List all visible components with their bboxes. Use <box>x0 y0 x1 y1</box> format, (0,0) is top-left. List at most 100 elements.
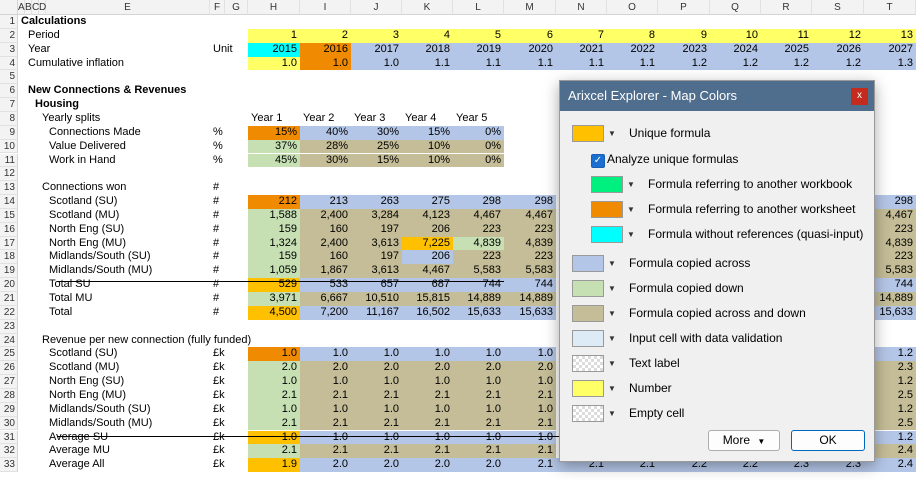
chevron-down-icon[interactable]: ▼ <box>627 180 635 189</box>
cell-J21[interactable]: 10,510 <box>351 292 402 306</box>
cell-M17[interactable]: 4,839 <box>504 236 556 251</box>
row-header-23[interactable]: 23 <box>0 319 18 334</box>
cell-O4[interactable]: 1.1 <box>607 56 658 71</box>
cell-F33[interactable]: £k <box>213 458 225 471</box>
cell-K25[interactable]: 1.0 <box>402 347 453 362</box>
column-header-M[interactable]: M <box>504 0 556 15</box>
column-header-R[interactable]: R <box>761 0 812 15</box>
row-header-9[interactable]: 9 <box>0 125 18 140</box>
column-header-Q[interactable]: Q <box>710 0 761 15</box>
cell-T32[interactable]: 2.4 <box>864 444 916 459</box>
cell-J15[interactable]: 3,284 <box>351 208 402 223</box>
cell-K21[interactable]: 15,815 <box>402 292 453 306</box>
cell-F16[interactable]: # <box>213 222 220 235</box>
cell-I9[interactable]: 40% <box>300 125 351 140</box>
column-header-O[interactable]: O <box>607 0 658 15</box>
cell-K17[interactable]: 7,225 <box>402 236 453 251</box>
cell-K2[interactable]: 4 <box>402 28 453 43</box>
column-header-C[interactable]: C <box>32 0 40 15</box>
cell-J4[interactable]: 1.0 <box>351 56 402 71</box>
cell-E30[interactable]: Midlands/South (MU) <box>49 416 153 429</box>
cell-K15[interactable]: 4,123 <box>402 208 453 223</box>
cell-D24[interactable]: Revenue per new connection (fully funded… <box>42 333 252 346</box>
column-header-L[interactable]: L <box>453 0 504 15</box>
cell-K4[interactable]: 1.1 <box>402 56 453 71</box>
workbook-formula-swatch[interactable] <box>591 176 623 193</box>
row-header-17[interactable]: 17 <box>0 236 18 251</box>
cell-T4[interactable]: 1.3 <box>864 56 916 71</box>
close-button[interactable]: x <box>851 88 868 105</box>
row-header-10[interactable]: 10 <box>0 139 18 154</box>
cell-L26[interactable]: 2.0 <box>453 361 504 376</box>
cell-L11[interactable]: 0% <box>453 153 504 168</box>
cell-T16[interactable]: 223 <box>864 222 916 237</box>
text-label-swatch[interactable] <box>572 355 604 372</box>
select-all-corner[interactable] <box>0 0 18 15</box>
cell-H18[interactable]: 159 <box>248 250 300 265</box>
cell-I33[interactable]: 2.0 <box>300 458 351 473</box>
cell-L30[interactable]: 2.1 <box>453 416 504 431</box>
cell-K16[interactable]: 206 <box>402 222 453 237</box>
analyze-label[interactable]: Analyze unique formulas <box>607 152 739 166</box>
cell-H19[interactable]: 1,059 <box>248 264 300 279</box>
cell-L33[interactable]: 2.0 <box>453 458 504 473</box>
cell-I8[interactable]: Year 2 <box>303 111 335 124</box>
cell-M28[interactable]: 2.1 <box>504 388 556 403</box>
cell-F15[interactable]: # <box>213 208 220 221</box>
cell-J18[interactable]: 197 <box>351 250 402 265</box>
more-button[interactable]: More ▼ <box>708 430 780 451</box>
row-header-16[interactable]: 16 <box>0 222 18 237</box>
cell-J27[interactable]: 1.0 <box>351 375 402 389</box>
cell-F10[interactable]: % <box>213 139 223 152</box>
row-header-28[interactable]: 28 <box>0 388 18 403</box>
row-header-32[interactable]: 32 <box>0 444 18 459</box>
cell-L22[interactable]: 15,633 <box>453 305 504 320</box>
cell-I14[interactable]: 213 <box>300 195 351 209</box>
cell-L15[interactable]: 4,467 <box>453 208 504 223</box>
cell-L10[interactable]: 0% <box>453 139 504 154</box>
number-swatch[interactable] <box>572 380 604 397</box>
cell-F3[interactable]: Unit <box>213 42 233 55</box>
chevron-down-icon[interactable]: ▼ <box>627 230 635 239</box>
cell-F9[interactable]: % <box>213 125 223 138</box>
row-header-22[interactable]: 22 <box>0 305 18 320</box>
cell-E25[interactable]: Scotland (SU) <box>49 347 118 360</box>
row-header-8[interactable]: 8 <box>0 111 18 126</box>
cell-M2[interactable]: 6 <box>504 28 556 43</box>
cell-H16[interactable]: 159 <box>248 222 300 237</box>
cell-J16[interactable]: 197 <box>351 222 402 237</box>
cell-C7[interactable]: Housing <box>35 98 79 111</box>
cell-B2[interactable]: Period <box>28 28 60 41</box>
cell-L8[interactable]: Year 5 <box>456 111 488 124</box>
cell-E21[interactable]: Total MU <box>49 292 93 304</box>
row-header-33[interactable]: 33 <box>0 458 18 473</box>
cell-K26[interactable]: 2.0 <box>402 361 453 376</box>
cell-I27[interactable]: 1.0 <box>300 375 351 389</box>
cell-I2[interactable]: 2 <box>300 28 351 43</box>
row-header-3[interactable]: 3 <box>0 42 18 57</box>
cell-T22[interactable]: 15,633 <box>864 305 916 320</box>
cell-T29[interactable]: 1.2 <box>864 402 916 417</box>
cell-M20[interactable]: 744 <box>504 278 556 292</box>
validation-swatch[interactable] <box>572 330 604 347</box>
row-header-14[interactable]: 14 <box>0 195 18 209</box>
cell-L29[interactable]: 1.0 <box>453 402 504 417</box>
cell-Q3[interactable]: 2024 <box>710 42 761 57</box>
cell-F14[interactable]: # <box>213 195 220 208</box>
cell-H21[interactable]: 3,971 <box>248 292 300 306</box>
cell-I11[interactable]: 30% <box>300 153 351 168</box>
cell-T25[interactable]: 1.2 <box>864 347 916 362</box>
cell-J29[interactable]: 1.0 <box>351 402 402 417</box>
cell-E31[interactable]: Average SU <box>49 430 109 443</box>
cell-K3[interactable]: 2018 <box>402 42 453 57</box>
cell-F11[interactable]: % <box>213 153 223 166</box>
chevron-down-icon[interactable]: ▼ <box>608 259 616 268</box>
cell-S3[interactable]: 2026 <box>812 42 864 57</box>
noref-formula-swatch[interactable] <box>591 226 623 243</box>
cell-T14[interactable]: 298 <box>864 195 916 209</box>
cell-F26[interactable]: £k <box>213 361 225 374</box>
cell-T20[interactable]: 744 <box>864 278 916 292</box>
cell-N4[interactable]: 1.1 <box>556 56 607 71</box>
cell-M19[interactable]: 5,583 <box>504 264 556 279</box>
